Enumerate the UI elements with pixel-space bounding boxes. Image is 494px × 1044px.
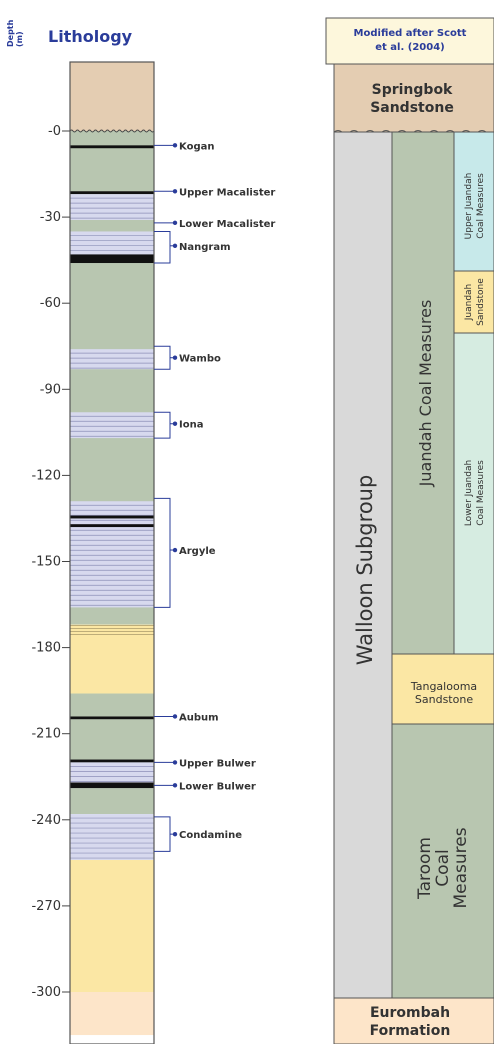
seam-marker-dot xyxy=(172,783,178,788)
depth-tick-label: -120 xyxy=(31,468,61,483)
seam-bracket xyxy=(154,230,171,264)
tangalooma-label-line1: Tangalooma xyxy=(410,680,477,693)
seam-marker-dot xyxy=(172,355,178,360)
source-note-box xyxy=(325,17,494,65)
juandah-coal-measures-label: Juandah Coal Measures xyxy=(416,300,435,488)
taroom-label-line3: Measures xyxy=(451,827,471,908)
juandah-sandstone-label-line1: Juandah xyxy=(464,284,474,322)
springbok-label-line1: Springbok xyxy=(372,82,453,98)
seam-marker-dot xyxy=(172,421,178,426)
depth-tick-label: -30 xyxy=(40,210,61,225)
lithology-layer-sandstone-yellow xyxy=(70,624,154,694)
depth-tick-label: -150 xyxy=(31,555,61,570)
upper-juandah-label-line2: Coal Measures xyxy=(476,173,486,239)
seam-marker-dot xyxy=(172,547,178,553)
seam-label: Kogan xyxy=(179,141,214,152)
seam-label: Wambo xyxy=(179,354,221,365)
lithology-layer-mudstone xyxy=(70,719,154,760)
seam-labels: Kogan Upper Macalister Lower Macalister Nan… xyxy=(154,141,275,852)
lithology-layer-coal-band xyxy=(70,191,154,195)
lithology-layer-mudstone xyxy=(70,788,154,815)
upper-juandah-box xyxy=(453,131,494,272)
lithology-column xyxy=(69,61,155,1044)
juandah-sandstone-box xyxy=(453,270,494,334)
tangalooma-sandstone-box xyxy=(391,653,494,725)
lithology-column-frame xyxy=(69,61,155,1044)
depth-tick-label: -210 xyxy=(31,727,61,742)
unconformity-line xyxy=(69,129,155,133)
lithology-layer-coal-band xyxy=(70,524,154,528)
depth-tick-label: -180 xyxy=(31,641,61,656)
seam-marker-dot xyxy=(172,243,178,248)
seam-label: Lower Bulwer xyxy=(179,781,256,792)
depth-tick-label: -0 xyxy=(48,124,61,139)
upper-juandah-label-line1: Upper Juandah xyxy=(464,173,474,240)
springbok-label-line2: Sandstone xyxy=(370,100,454,116)
source-note-line1: Modified after Scott xyxy=(354,28,467,39)
depth-axis-label: Depth xyxy=(6,19,15,47)
lithology-layer-siltstone xyxy=(70,814,154,860)
depth-tick-label: -300 xyxy=(31,985,61,1000)
taroom-label-line2: Coal xyxy=(433,849,453,886)
lithology-title: Lithology xyxy=(48,27,133,46)
seam-marker-dot xyxy=(172,831,178,837)
seam-label: Aubum xyxy=(179,712,219,723)
lithology-layer-mudstone xyxy=(70,693,154,717)
lithology-layer-siltstone xyxy=(70,349,154,370)
tangalooma-label-line2: Sandstone xyxy=(415,693,473,706)
seam-marker-dot xyxy=(172,143,178,148)
lithology-layer-sandstone-tan xyxy=(70,62,154,131)
lithology-layer-coal-band xyxy=(70,515,154,519)
seam-label: Condamine xyxy=(179,830,242,841)
depth-tick-label: -90 xyxy=(40,382,61,397)
seam-marker-dot xyxy=(172,760,178,765)
seam-bracket xyxy=(154,816,171,852)
juandah-sandstone-label-line2: Sandstone xyxy=(476,278,486,326)
seam-marker-dot xyxy=(172,714,178,719)
springbok-sandstone-box xyxy=(333,63,494,133)
lower-juandah-box xyxy=(453,332,494,655)
seam-label: Lower Macalister xyxy=(179,219,275,230)
depth-axis-unit: (m) xyxy=(15,31,24,47)
walloon-subgroup-label: Walloon Subgroup xyxy=(353,475,377,666)
lithology-layer-coal-band xyxy=(70,759,154,763)
lower-juandah-label-line1: Lower Juandah xyxy=(464,460,474,526)
lithology-layer-siltstone xyxy=(70,501,154,608)
stratigraphy-chart: Modified after Scott et al. (2004) Sprin… xyxy=(325,17,494,1044)
taroom-label-line1: Taroom xyxy=(415,837,435,900)
seam-label: Upper Bulwer xyxy=(179,758,256,769)
lithology-layer-siltstone xyxy=(70,762,154,783)
lower-juandah-label-line2: Coal Measures xyxy=(476,460,486,526)
lithology-layer-coal-band xyxy=(70,254,154,264)
lithology-layer-coal-band xyxy=(70,782,154,789)
eurombah-label-line2: Formation xyxy=(370,1023,451,1039)
depth-axis: -0 -30 -60 -90 -120 -150 -180 -210 -240 -270 -300 xyxy=(31,124,70,1000)
seam-marker-dot xyxy=(172,189,178,194)
seam-bracket xyxy=(154,497,171,608)
seam-label: Upper Macalister xyxy=(179,187,275,198)
eurombah-label-line1: Eurombah xyxy=(370,1005,450,1021)
seam-label: Nangram xyxy=(179,242,231,253)
seam-bracket xyxy=(154,345,171,370)
seam-marker-dot xyxy=(172,220,178,226)
seam-label: Argyle xyxy=(179,546,216,557)
lithology-layer-sandstone-yellow xyxy=(70,859,154,992)
lithology-layer-coal-band xyxy=(70,716,154,720)
seam-label: Iona xyxy=(179,420,203,431)
walloon-subgroup-box xyxy=(333,131,393,999)
depth-tick-label: -270 xyxy=(31,899,61,914)
lithology-layer-coal-band xyxy=(70,145,154,149)
taroom-coal-measures-box xyxy=(391,723,494,999)
depth-tick-label: -240 xyxy=(31,813,61,828)
depth-tick-label: -60 xyxy=(40,296,61,311)
lithology-layer-sandstone-pale xyxy=(70,992,154,1036)
eurombah-formation-box xyxy=(333,997,494,1044)
seam-bracket xyxy=(154,411,171,439)
source-note-line2: et al. (2004) xyxy=(375,42,444,53)
